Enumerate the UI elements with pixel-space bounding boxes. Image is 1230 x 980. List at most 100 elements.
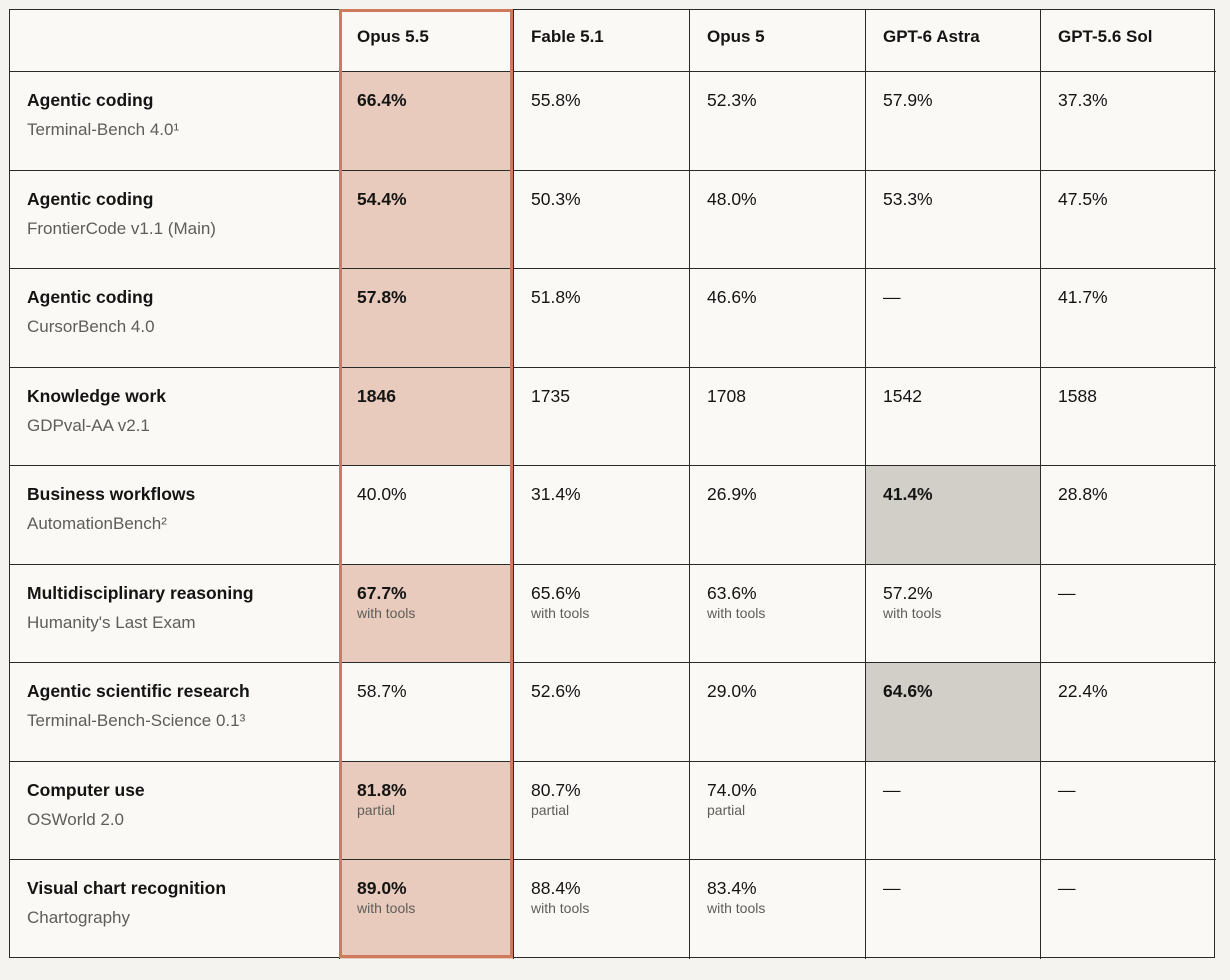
- score-cell: 81.8% partial: [340, 761, 514, 861]
- row-label: Business workflows AutomationBench²: [10, 466, 340, 565]
- score-value: 66.4%: [357, 90, 407, 110]
- row-label: Knowledge work GDPval-AA v2.1: [10, 367, 340, 467]
- score-value: 51.8%: [531, 287, 581, 308]
- row-label: Agentic coding Terminal-Bench 4.0¹: [10, 72, 340, 171]
- score-value: 65.6%: [531, 582, 581, 603]
- benchmark-name: FrontierCode v1.1 (Main): [27, 218, 216, 238]
- score-cell: 74.0% partial: [690, 761, 866, 861]
- score-cell: 37.3%: [1041, 72, 1216, 171]
- category-label: Business workflows: [27, 484, 196, 505]
- score-cell: 83.4% with tools: [690, 860, 866, 959]
- score-value: 63.6%: [707, 582, 757, 603]
- score-value: —: [1058, 779, 1076, 800]
- score-cell: 47.5%: [1041, 171, 1216, 270]
- score-cell: 1588: [1041, 368, 1216, 467]
- score-cell: 52.3%: [690, 72, 866, 171]
- column-header: GPT-6 Astra: [866, 10, 1041, 72]
- score-cell: —: [1041, 565, 1216, 664]
- score-value: 64.6%: [883, 681, 933, 702]
- score-cell: 1846: [340, 367, 514, 467]
- benchmark-name: OSWorld 2.0: [27, 809, 125, 829]
- score-value: 47.5%: [1058, 188, 1108, 209]
- benchmark-name: AutomationBench²: [27, 514, 167, 534]
- score-value: 52.6%: [531, 681, 581, 702]
- score-value: 29.0%: [707, 681, 757, 702]
- score-cell: 1708: [690, 367, 866, 467]
- benchmark-name: Terminal-Bench 4.0¹: [27, 120, 180, 139]
- score-value: —: [883, 287, 901, 308]
- benchmark-name: GDPval-AA v2.1: [27, 415, 150, 435]
- score-cell: 58.7%: [340, 663, 514, 762]
- score-value: 48.0%: [707, 188, 757, 209]
- benchmark-comparison-table: Opus 5.5 Fable 5.1 Opus 5 GPT-6 Astra GPT-5.…: [9, 9, 1216, 959]
- row-label: Computer use OSWorld 2.0: [10, 761, 340, 861]
- score-value: 58.7%: [357, 681, 407, 702]
- column-header: Opus 5: [690, 10, 866, 72]
- score-cell: 46.6%: [690, 269, 866, 368]
- score-cell: 40.0%: [340, 466, 514, 565]
- benchmark-name: Terminal-Bench-Science 0.1³: [27, 711, 246, 731]
- score-value: 89.0%: [357, 878, 407, 899]
- score-cell: 64.6%: [866, 663, 1041, 762]
- row-label: Agentic coding FrontierCode v1.1 (Main): [10, 170, 340, 270]
- score-value: 41.7%: [1058, 287, 1108, 308]
- score-value: 31.4%: [531, 484, 581, 505]
- score-note: with tools: [531, 900, 590, 917]
- score-value: 28.8%: [1058, 484, 1108, 505]
- score-cell: 80.7% partial: [514, 761, 690, 861]
- score-value: 57.9%: [883, 90, 933, 110]
- score-value: 74.0%: [707, 779, 757, 800]
- score-note: partial: [531, 801, 570, 818]
- score-value: 50.3%: [531, 188, 581, 209]
- score-value: 80.7%: [531, 779, 581, 800]
- score-cell: 48.0%: [690, 170, 866, 270]
- score-value: 52.3%: [707, 90, 757, 110]
- score-value: 57.2%: [883, 582, 933, 603]
- score-cell: 28.8%: [1041, 466, 1216, 565]
- score-value: 54.4%: [357, 188, 407, 209]
- category-label: Knowledge work: [27, 385, 167, 406]
- score-value: —: [1058, 582, 1076, 603]
- score-cell: 22.4%: [1041, 663, 1216, 762]
- score-value: 46.6%: [707, 287, 757, 308]
- score-value: 1588: [1058, 385, 1097, 406]
- score-cell: —: [1041, 860, 1216, 959]
- score-cell: 55.8%: [514, 72, 690, 171]
- row-label: Multidisciplinary reasoning Humanity's La…: [10, 564, 340, 664]
- score-cell: 57.9%: [866, 72, 1041, 171]
- score-cell: —: [866, 761, 1041, 861]
- score-cell: 53.3%: [866, 170, 1041, 270]
- score-cell: 41.7%: [1041, 269, 1216, 368]
- category-label: Visual chart recognition: [27, 878, 227, 899]
- score-cell: —: [866, 269, 1041, 368]
- score-cell: 1542: [866, 367, 1041, 467]
- score-value: —: [883, 878, 901, 899]
- score-cell: 54.4%: [340, 170, 514, 270]
- score-cell: 88.4% with tools: [514, 860, 690, 959]
- column-header: Opus 5.5: [340, 10, 514, 72]
- score-value: —: [883, 779, 901, 800]
- row-label: Agentic scientific research Terminal-Benc…: [10, 663, 340, 762]
- score-value: 37.3%: [1058, 90, 1108, 110]
- category-label: Agentic scientific research: [27, 681, 250, 702]
- score-value: 53.3%: [883, 188, 933, 209]
- benchmark-name: CursorBench 4.0: [27, 317, 155, 337]
- score-value: —: [1058, 878, 1076, 899]
- category-label: Agentic coding: [27, 188, 154, 209]
- score-cell: —: [866, 860, 1041, 959]
- score-cell: 29.0%: [690, 663, 866, 762]
- score-cell: 65.6% with tools: [514, 564, 690, 664]
- score-value: 26.9%: [707, 484, 757, 505]
- score-cell: 26.9%: [690, 466, 866, 565]
- score-note: with tools: [707, 900, 766, 917]
- score-cell: 89.0% with tools: [340, 860, 514, 959]
- category-label: Agentic coding: [27, 287, 154, 308]
- score-note: with tools: [883, 604, 942, 621]
- score-value: 81.8%: [357, 779, 407, 800]
- score-value: 67.7%: [357, 582, 407, 603]
- score-cell: 41.4%: [866, 466, 1041, 565]
- score-value: 88.4%: [531, 878, 581, 899]
- row-label: Visual chart recognition Chartography: [10, 860, 340, 959]
- score-value: 55.8%: [531, 90, 581, 110]
- score-note: partial: [707, 801, 746, 818]
